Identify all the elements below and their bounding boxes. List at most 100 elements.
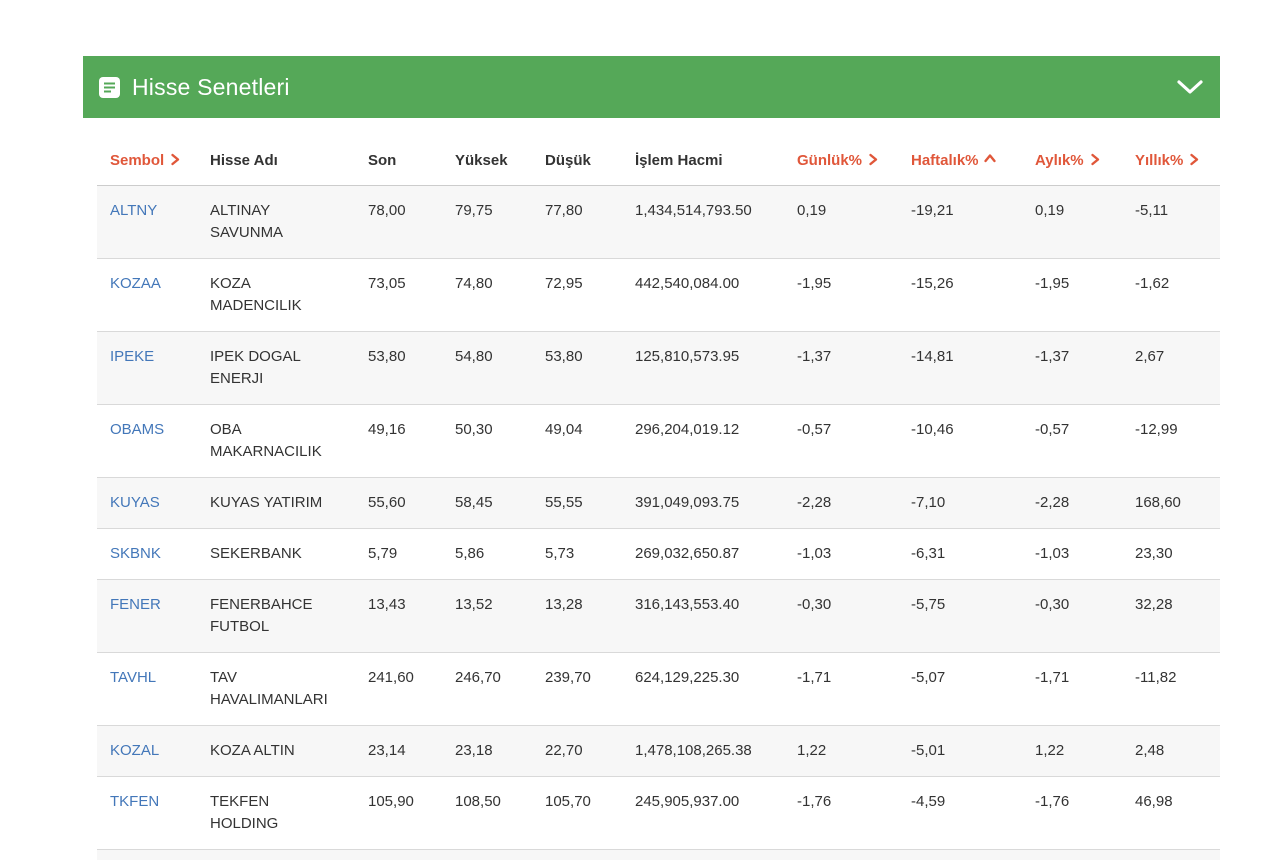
column-header-label: Son	[368, 152, 397, 169]
column-header-9[interactable]: Yıllık%	[1135, 135, 1220, 186]
volume-value: 125,810,573.95	[635, 348, 740, 365]
high-price: 54,80	[455, 348, 493, 365]
table-row: KOZAA KOZA MADENCILIK 73,05 74,80 72,95 …	[97, 258, 1220, 332]
low-price-cell: 72,95	[545, 258, 635, 332]
daily-change-cell: 1,22	[797, 725, 911, 777]
symbol-link[interactable]: TAVHL	[110, 669, 157, 686]
yearly-change: 2,48	[1135, 742, 1165, 759]
yearly-change: 168,60	[1135, 494, 1181, 511]
last-price-cell: 5,79	[368, 528, 455, 580]
column-header-label: İşlem Hacmi	[635, 152, 723, 169]
high-price-cell: 23,18	[455, 725, 545, 777]
daily-change: 1,22	[797, 742, 827, 759]
column-header-1: Hisse Adı	[210, 135, 368, 186]
low-price: 53,80	[545, 348, 583, 365]
weekly-change: -14,81	[911, 348, 954, 365]
stock-name: OBA MAKARNACILIK	[210, 421, 322, 460]
high-price-cell: 58,45	[455, 477, 545, 529]
symbol-link[interactable]: TKFEN	[110, 793, 160, 810]
column-header-label: Aylık%	[1035, 152, 1084, 169]
symbol-link[interactable]: KOZAA	[110, 275, 161, 292]
volume-value: 624,129,225.30	[635, 669, 740, 686]
symbol-link[interactable]: OBAMS	[110, 421, 165, 438]
table-header-row: Sembol Hisse Adı Son Yüksek Düşük İşlem Hacmi…	[97, 135, 1220, 186]
last-price: 23,14	[368, 742, 406, 759]
column-header-7[interactable]: Haftalık%	[911, 135, 1035, 186]
symbol-link[interactable]: SKBNK	[110, 545, 161, 562]
symbol-cell: TKFEN	[97, 776, 210, 850]
panel-header[interactable]: Hisse Senetleri	[83, 56, 1220, 118]
high-price: 79,75	[455, 202, 493, 219]
stock-name-cell: FENERBAHCE FUTBOL	[210, 579, 368, 653]
last-price: 241,60	[368, 669, 414, 686]
stock-name: ALTINAY SAVUNMA	[210, 202, 284, 241]
column-header-8[interactable]: Aylık%	[1035, 135, 1135, 186]
volume-cell: 624,129,225.30	[635, 652, 797, 726]
stock-name-cell: KUYAS YATIRIM	[210, 477, 368, 529]
volume-value: 442,540,084.00	[635, 275, 740, 292]
symbol-cell: ALTNY	[97, 185, 210, 259]
table-row: KUYAS KUYAS YATIRIM 55,60 58,45 55,55 39…	[97, 477, 1220, 529]
volume-value: 296,204,019.12	[635, 421, 740, 438]
daily-change-cell: -0,57	[797, 404, 911, 478]
monthly-change-cell: -0,30	[1035, 579, 1135, 653]
stock-name-cell: IPEK DOGAL ENERJI	[210, 331, 368, 405]
last-price-cell: 105,90	[368, 776, 455, 850]
symbol-link[interactable]: ALTNY	[110, 202, 158, 219]
daily-change: -1,03	[797, 545, 832, 562]
yearly-change: -1,62	[1135, 275, 1170, 292]
high-price: 246,70	[455, 669, 501, 686]
low-price-cell: 105,70	[545, 776, 635, 850]
weekly-change: -5,07	[911, 669, 946, 686]
stock-name: KUYAS YATIRIM	[210, 494, 323, 511]
chevron-down-icon	[1177, 80, 1203, 94]
volume-cell: 1,434,514,793.50	[635, 185, 797, 259]
symbol-link[interactable]: IPEKE	[110, 348, 155, 365]
monthly-change-cell: 1,22	[1035, 725, 1135, 777]
last-price-cell: 49,16	[368, 404, 455, 478]
table-row: TAVHL TAV HAVALIMANLARI 241,60 246,70 23…	[97, 652, 1220, 726]
column-header-label: Sembol	[110, 152, 165, 169]
sort-chevron-icon	[1090, 153, 1099, 166]
low-price: 105,70	[545, 793, 591, 810]
high-price: 50,30	[455, 421, 493, 438]
monthly-change: -0,30	[1035, 596, 1070, 613]
symbol-link[interactable]: KOZAL	[110, 742, 160, 759]
symbol-link[interactable]: FENER	[110, 596, 161, 613]
weekly-change: -19,21	[911, 202, 954, 219]
monthly-change: -1,76	[1035, 793, 1070, 810]
volume-cell: 391,049,093.75	[635, 477, 797, 529]
daily-change-cell: -0,30	[797, 579, 911, 653]
weekly-change: -4,59	[911, 793, 946, 810]
column-header-0[interactable]: Sembol	[97, 135, 210, 186]
yearly-change-cell: 2,67	[1135, 331, 1220, 405]
daily-change-cell: -1,95	[797, 258, 911, 332]
low-price-cell: 53,80	[545, 331, 635, 405]
yearly-change-cell: -5,11	[1135, 185, 1220, 259]
last-price-cell: 13,43	[368, 579, 455, 653]
weekly-change-cell: -7,10	[911, 477, 1035, 529]
column-header-6[interactable]: Günlük%	[797, 135, 911, 186]
monthly-change: -1,95	[1035, 275, 1070, 292]
stock-name: TEKFEN HOLDING	[210, 793, 279, 832]
low-price-cell: 77,80	[545, 185, 635, 259]
low-price-cell: 5,73	[545, 528, 635, 580]
daily-change: -1,95	[797, 275, 832, 292]
monthly-change: -1,37	[1035, 348, 1070, 365]
symbol-link[interactable]: KUYAS	[110, 494, 160, 511]
monthly-change: 1,22	[1035, 742, 1065, 759]
yearly-change: -11,82	[1135, 669, 1177, 686]
low-price-cell: 13,28	[545, 579, 635, 653]
weekly-change-cell: -10,46	[911, 404, 1035, 478]
yearly-change-cell: 2,48	[1135, 725, 1220, 777]
symbol-cell: SKBNK	[97, 528, 210, 580]
yearly-change-cell: 46,98	[1135, 776, 1220, 850]
daily-change-cell: -1,76	[797, 776, 911, 850]
collapse-button[interactable]	[1176, 79, 1204, 95]
weekly-change: -5,75	[911, 596, 946, 613]
low-price: 72,95	[545, 275, 583, 292]
daily-change: -0,30	[797, 596, 832, 613]
symbol-cell: KOZAA	[97, 258, 210, 332]
table-row: IPEKE IPEK DOGAL ENERJI 53,80 54,80 53,8…	[97, 331, 1220, 405]
stock-name-cell: SEKERBANK	[210, 528, 368, 580]
